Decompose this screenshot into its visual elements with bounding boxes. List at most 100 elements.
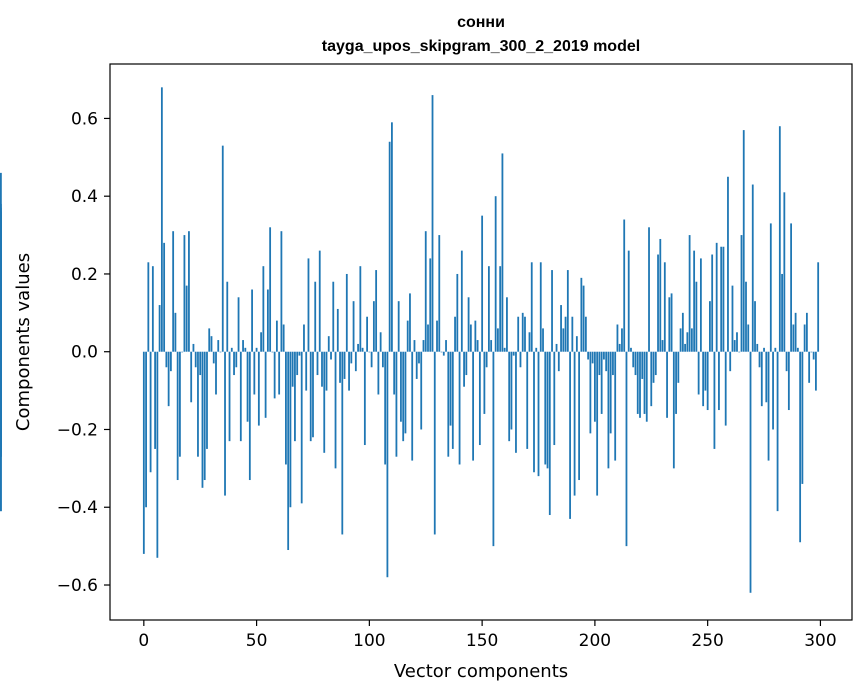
- bar: [501, 153, 504, 352]
- bar: [616, 324, 619, 352]
- bar: [409, 293, 411, 352]
- bar: [756, 343, 759, 352]
- bar: [280, 231, 283, 352]
- bar: [713, 351, 716, 449]
- bar: [176, 351, 179, 481]
- bar: [796, 347, 799, 352]
- bar: [810, 351, 813, 353]
- bar: [165, 351, 168, 368]
- bar: [413, 340, 416, 352]
- bar: [239, 351, 242, 442]
- bar: [154, 351, 156, 449]
- bar: [659, 238, 662, 352]
- bar: [731, 285, 734, 352]
- bar: [237, 297, 240, 352]
- bar: [257, 351, 260, 426]
- bar: [727, 176, 729, 352]
- bar: [203, 351, 206, 481]
- bar: [812, 351, 815, 360]
- bar: [702, 351, 705, 407]
- bar: [336, 308, 339, 352]
- bar: [715, 242, 718, 352]
- bar: [449, 351, 452, 426]
- bar: [593, 351, 596, 422]
- bar: [185, 285, 188, 352]
- bar: [733, 340, 736, 352]
- x-tick-label: 0: [138, 631, 149, 651]
- bar: [535, 347, 538, 352]
- bar: [623, 219, 626, 352]
- bar: [767, 351, 770, 461]
- bar: [271, 351, 274, 353]
- bar: [711, 254, 714, 352]
- y-axis-label: Components values: [13, 253, 34, 431]
- bar: [749, 351, 752, 593]
- bar: [266, 289, 269, 352]
- bar: [747, 324, 750, 352]
- bar: [318, 250, 321, 352]
- bar: [194, 351, 197, 368]
- bar: [372, 301, 375, 352]
- bar: [562, 328, 565, 352]
- bar: [763, 347, 765, 352]
- bar: [578, 351, 580, 481]
- bar: [447, 351, 450, 457]
- bar: [397, 301, 400, 352]
- bar: [805, 312, 808, 352]
- bar: [192, 343, 195, 352]
- chart-subtitle: tayga_upos_skipgram_300_2_2019 model: [322, 38, 640, 55]
- bar: [503, 347, 506, 352]
- bar: [582, 285, 585, 352]
- bar: [253, 351, 256, 395]
- bar: [670, 293, 673, 352]
- bar: [681, 312, 684, 352]
- bar: [781, 273, 783, 352]
- bar: [639, 351, 641, 418]
- bar: [641, 351, 644, 379]
- bar: [415, 351, 418, 379]
- bar: [738, 351, 741, 353]
- bar: [188, 231, 190, 352]
- bar: [612, 351, 614, 376]
- y-axis-ticks: −0.6 −0.4 −0.2 0.0 0.2 0.4 0.6: [57, 109, 110, 596]
- bar: [325, 351, 328, 391]
- bar: [515, 351, 517, 453]
- bar: [363, 351, 366, 446]
- bar: [778, 126, 781, 352]
- bar: [298, 351, 301, 356]
- bar: [307, 258, 310, 352]
- bar: [451, 351, 454, 449]
- y-tick-label: 0.6: [71, 109, 98, 129]
- bar: [533, 351, 535, 473]
- bar: [217, 340, 220, 352]
- bar: [406, 320, 409, 352]
- bar: [323, 351, 326, 453]
- bar: [666, 351, 668, 418]
- bar: [605, 351, 608, 372]
- bar: [321, 351, 323, 387]
- bar: [465, 351, 468, 376]
- bar: [300, 351, 303, 504]
- bar: [463, 351, 465, 387]
- bar: [296, 351, 299, 376]
- bar: [469, 324, 472, 352]
- bar: [388, 141, 391, 352]
- bar: [230, 347, 233, 352]
- bar: [675, 351, 677, 414]
- bar: [560, 305, 562, 352]
- bar: [740, 235, 743, 352]
- bar: [282, 324, 285, 352]
- bar: [587, 351, 590, 360]
- bar: [609, 351, 612, 434]
- bar: [264, 351, 267, 418]
- bar: [654, 351, 657, 376]
- bar: [792, 324, 795, 352]
- bar: [345, 273, 348, 352]
- bar: [145, 351, 147, 508]
- bar: [684, 343, 686, 352]
- bar: [246, 351, 249, 422]
- bar: [172, 231, 175, 352]
- bar: [695, 281, 698, 352]
- bar: [142, 351, 145, 554]
- bar: [801, 351, 804, 484]
